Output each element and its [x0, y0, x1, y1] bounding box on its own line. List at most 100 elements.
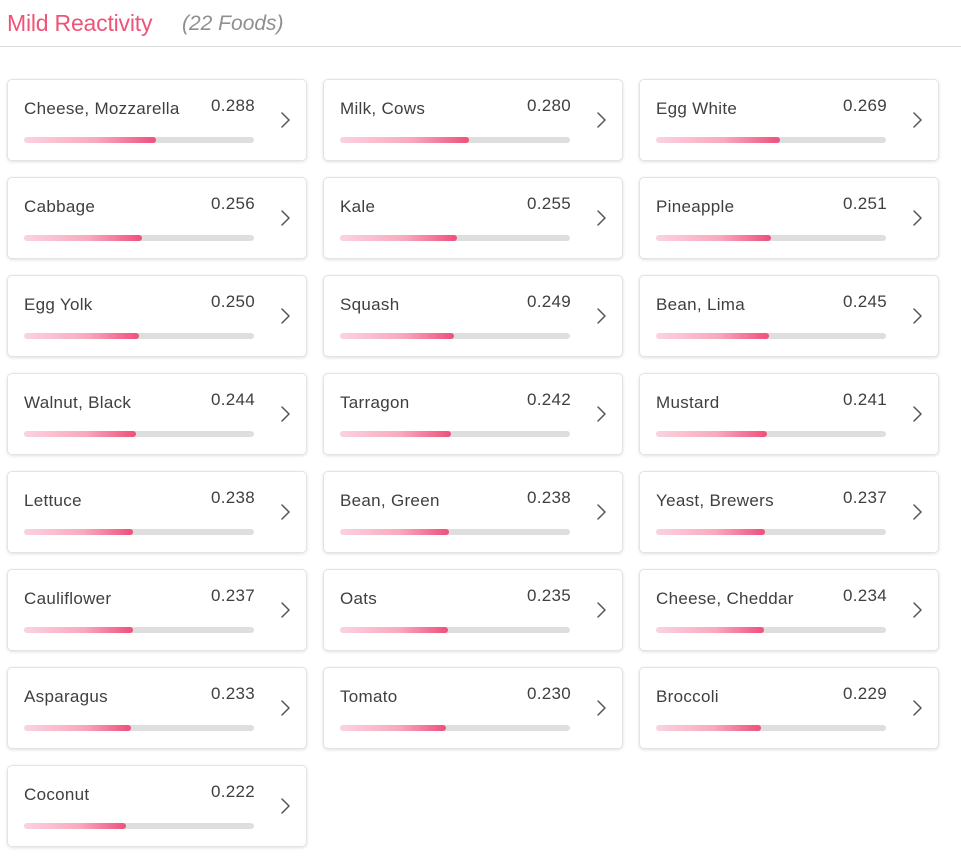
food-card[interactable]: Pineapple 0.251: [639, 177, 939, 259]
food-name: Tarragon: [340, 393, 410, 412]
reactivity-bar: [340, 235, 570, 241]
food-card[interactable]: Coconut 0.222: [7, 765, 307, 847]
reactivity-bar: [24, 725, 254, 731]
food-score: 0.237: [842, 488, 887, 507]
section-title: Mild Reactivity: [7, 10, 153, 36]
chevron-right-icon: [597, 602, 606, 618]
chevron-right-icon: [913, 406, 922, 422]
food-name: Cheese, Cheddar: [656, 589, 794, 608]
food-card[interactable]: Mustard 0.241: [639, 373, 939, 455]
food-card[interactable]: Bean, Green 0.238: [323, 471, 623, 553]
food-score: 0.235: [526, 586, 571, 605]
reactivity-bar-fill: [340, 333, 455, 339]
food-name: Cheese, Mozzarella: [24, 99, 180, 118]
food-card[interactable]: Bean, Lima 0.245: [639, 275, 939, 357]
food-score: 0.233: [210, 684, 255, 703]
food-score: 0.251: [842, 194, 887, 213]
food-score: 0.280: [526, 96, 571, 115]
reactivity-bar: [340, 725, 570, 731]
reactivity-bar: [656, 333, 886, 339]
reactivity-bar-fill: [340, 431, 452, 437]
food-card[interactable]: Yeast, Brewers 0.237: [639, 471, 939, 553]
food-card[interactable]: Squash 0.249: [323, 275, 623, 357]
food-name: Tomato: [340, 687, 398, 706]
reactivity-bar: [24, 235, 254, 241]
food-card[interactable]: Asparagus 0.233: [7, 667, 307, 749]
food-count: (22 Foods): [182, 12, 284, 35]
food-name: Yeast, Brewers: [656, 491, 774, 510]
food-score: 0.288: [210, 96, 255, 115]
reactivity-bar-fill: [340, 529, 450, 535]
food-card[interactable]: Oats 0.235: [323, 569, 623, 651]
food-card[interactable]: Milk, Cows 0.280: [323, 79, 623, 161]
food-score: 0.269: [842, 96, 887, 115]
reactivity-bar: [656, 235, 886, 241]
food-name: Mustard: [656, 393, 720, 412]
food-card[interactable]: Cheese, Cheddar 0.234: [639, 569, 939, 651]
chevron-right-icon: [597, 700, 606, 716]
food-score: 0.230: [526, 684, 571, 703]
food-card[interactable]: Tomato 0.230: [323, 667, 623, 749]
food-score: 0.255: [526, 194, 571, 213]
food-card[interactable]: Lettuce 0.238: [7, 471, 307, 553]
reactivity-bar-fill: [340, 725, 447, 731]
reactivity-bar: [340, 627, 570, 633]
food-name: Milk, Cows: [340, 99, 426, 118]
chevron-right-icon: [913, 504, 922, 520]
chevron-right-icon: [281, 210, 290, 226]
food-grid: Cheese, Mozzarella 0.288 Milk, Cows 0.280 Eg…: [7, 79, 939, 847]
chevron-right-icon: [281, 602, 290, 618]
reactivity-bar: [24, 137, 254, 143]
reactivity-bar-fill: [656, 627, 765, 633]
reactivity-bar: [340, 529, 570, 535]
food-score: 0.244: [210, 390, 255, 409]
food-name: Squash: [340, 295, 400, 314]
reactivity-bar-fill: [656, 431, 768, 437]
food-score: 0.234: [842, 586, 887, 605]
reactivity-bar: [656, 725, 886, 731]
food-score: 0.241: [842, 390, 887, 409]
food-card[interactable]: Cabbage 0.256: [7, 177, 307, 259]
reactivity-bar-fill: [24, 235, 142, 241]
chevron-right-icon: [281, 798, 290, 814]
chevron-right-icon: [913, 308, 922, 324]
food-card[interactable]: Cheese, Mozzarella 0.288: [7, 79, 307, 161]
food-name: Lettuce: [24, 491, 82, 510]
chevron-right-icon: [913, 602, 922, 618]
food-name: Walnut, Black: [24, 393, 132, 412]
chevron-right-icon: [597, 504, 606, 520]
food-card[interactable]: Tarragon 0.242: [323, 373, 623, 455]
food-card[interactable]: Walnut, Black 0.244: [7, 373, 307, 455]
food-name: Broccoli: [656, 687, 719, 706]
reactivity-bar-fill: [340, 137, 470, 143]
food-name: Cauliflower: [24, 589, 112, 608]
chevron-right-icon: [597, 210, 606, 226]
reactivity-bar: [656, 529, 886, 535]
food-score: 0.245: [842, 292, 887, 311]
food-card[interactable]: Egg Yolk 0.250: [7, 275, 307, 357]
chevron-right-icon: [281, 308, 290, 324]
reactivity-bar-fill: [656, 529, 766, 535]
reactivity-bar: [340, 431, 570, 437]
food-name: Egg White: [656, 99, 738, 118]
food-score: 0.222: [210, 782, 255, 801]
reactivity-bar-fill: [656, 725, 762, 731]
food-score: 0.238: [210, 488, 255, 507]
reactivity-bar-fill: [656, 137, 780, 143]
reactivity-bar: [24, 529, 254, 535]
reactivity-bar-fill: [656, 235, 771, 241]
reactivity-bar-fill: [24, 137, 156, 143]
chevron-right-icon: [281, 406, 290, 422]
food-card[interactable]: Egg White 0.269: [639, 79, 939, 161]
reactivity-bar-fill: [24, 333, 139, 339]
chevron-right-icon: [281, 700, 290, 716]
chevron-right-icon: [281, 504, 290, 520]
food-name: Kale: [340, 197, 376, 216]
food-card[interactable]: Kale 0.255: [323, 177, 623, 259]
reactivity-bar: [24, 431, 254, 437]
food-score: 0.250: [210, 292, 255, 311]
food-card[interactable]: Broccoli 0.229: [639, 667, 939, 749]
chevron-right-icon: [913, 700, 922, 716]
section-header: Mild Reactivity (22 Foods): [0, 0, 961, 47]
food-card[interactable]: Cauliflower 0.237: [7, 569, 307, 651]
